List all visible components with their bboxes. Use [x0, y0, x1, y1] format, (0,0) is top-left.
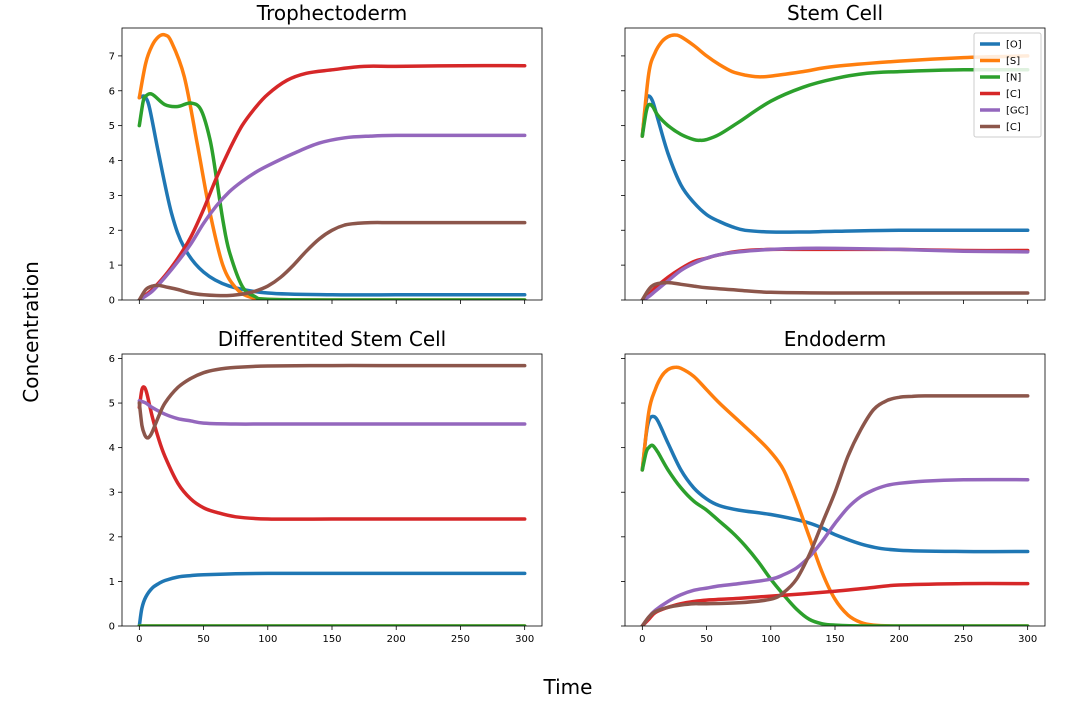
y-tick-label: 5 [109, 121, 115, 132]
series-line-5 [640, 477, 1030, 626]
series-line-3 [640, 67, 1030, 143]
series-line-3 [137, 92, 527, 300]
legend-label-3: [N] [1006, 73, 1021, 84]
legend-label-5: [GC] [1006, 106, 1029, 117]
series-line-2 [640, 365, 1030, 626]
y-tick-label: 2 [109, 532, 115, 543]
panel-title: Stem Cell [787, 1, 883, 25]
legend-label-1: [O] [1006, 40, 1022, 51]
x-tick-label: 0 [136, 634, 142, 645]
panel-1: Trophectoderm 0 1 2 3 4 5 6 7 [109, 1, 543, 307]
y-tick-label: 1 [109, 261, 115, 272]
series-group [640, 33, 1030, 300]
y-tick-label: 6 [109, 354, 115, 365]
x-tick-label: 150 [322, 634, 341, 645]
series-line-5 [137, 133, 527, 300]
panel-title: Differentited Stem Cell [218, 327, 446, 351]
series-line-1 [137, 94, 527, 297]
panel-4: Endoderm 0 50 100 150 200 250 300 [621, 327, 1046, 645]
x-tick-label: 0 [639, 634, 645, 645]
panel-title: Trophectoderm [256, 1, 407, 25]
x-tick-label: 200 [890, 634, 909, 645]
y-tick-label: 4 [109, 156, 115, 167]
y-tick-label: 3 [109, 488, 115, 499]
series-line-1 [640, 414, 1030, 554]
panel-title: Endoderm [784, 327, 887, 351]
y-tick-label: 0 [109, 296, 115, 307]
series-line-6 [137, 220, 527, 300]
y-tick-label: 6 [109, 86, 115, 97]
x-tick-label: 300 [1018, 634, 1037, 645]
x-tick-label: 150 [825, 634, 844, 645]
y-tick-label: 7 [109, 51, 115, 62]
x-tick-label: 300 [515, 634, 534, 645]
x-tick-label: 100 [761, 634, 780, 645]
series-line-5 [137, 399, 527, 426]
series-line-6 [640, 394, 1030, 626]
series-line-1 [137, 571, 527, 626]
x-tick-label: 250 [954, 634, 973, 645]
series-line-6 [137, 363, 527, 440]
x-tick-label: 200 [387, 634, 406, 645]
x-tick-label: 250 [451, 634, 470, 645]
series-line-6 [640, 280, 1030, 300]
y-tick-label: 2 [109, 226, 115, 237]
series-group [640, 365, 1030, 626]
axes-frame [121, 353, 543, 627]
x-tick-label: 50 [197, 634, 210, 645]
series-line-5 [640, 246, 1030, 300]
panel-2: Stem Cell [O] [S] [N] [C] [GC] [C] [621, 1, 1046, 304]
figure-ylabel: Concentration [19, 261, 43, 402]
legend-label-6: [C] [1006, 122, 1021, 133]
series-group [137, 32, 527, 300]
y-tick-label: 5 [109, 399, 115, 410]
series-group [137, 363, 527, 626]
legend-label-2: [S] [1006, 56, 1020, 67]
legend: [O] [S] [N] [C] [GC] [C] [973, 32, 1042, 138]
legend-label-4: [C] [1006, 89, 1021, 100]
y-tick-label: 0 [109, 622, 115, 633]
y-tick-label: 3 [109, 191, 115, 202]
y-tick-label: 1 [109, 577, 115, 588]
figure-xlabel: Time [543, 675, 593, 699]
x-tick-label: 100 [258, 634, 277, 645]
series-line-2 [640, 33, 1030, 138]
series-line-1 [640, 94, 1030, 234]
series-line-4 [137, 385, 527, 521]
y-tick-label: 4 [109, 443, 115, 454]
series-line-3 [640, 443, 1030, 626]
series-line-4 [137, 63, 527, 300]
series-line-2 [137, 32, 527, 300]
x-tick-label: 50 [700, 634, 713, 645]
